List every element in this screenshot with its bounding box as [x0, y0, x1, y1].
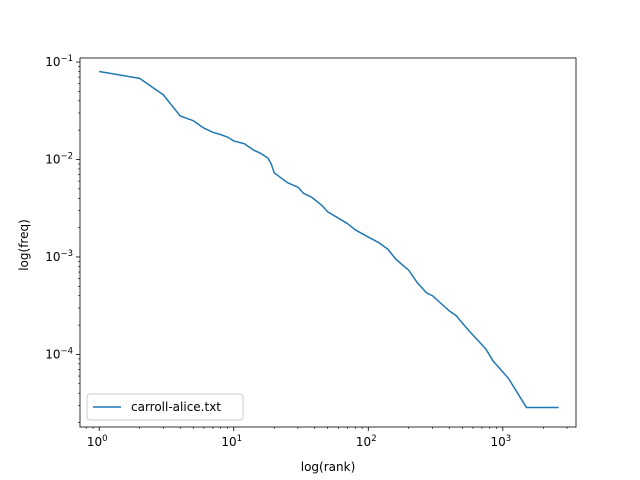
legend-box [86, 393, 244, 421]
y-axis-label: log(freq) [17, 219, 31, 271]
legend: carroll-alice.txt [86, 393, 244, 421]
axes-frame [79, 57, 577, 428]
series-layer [99, 70, 559, 409]
series-line-0 [99, 70, 559, 409]
x-axis-label: log(rank) [301, 460, 356, 474]
legend-entry-label: carroll-alice.txt [131, 400, 221, 414]
